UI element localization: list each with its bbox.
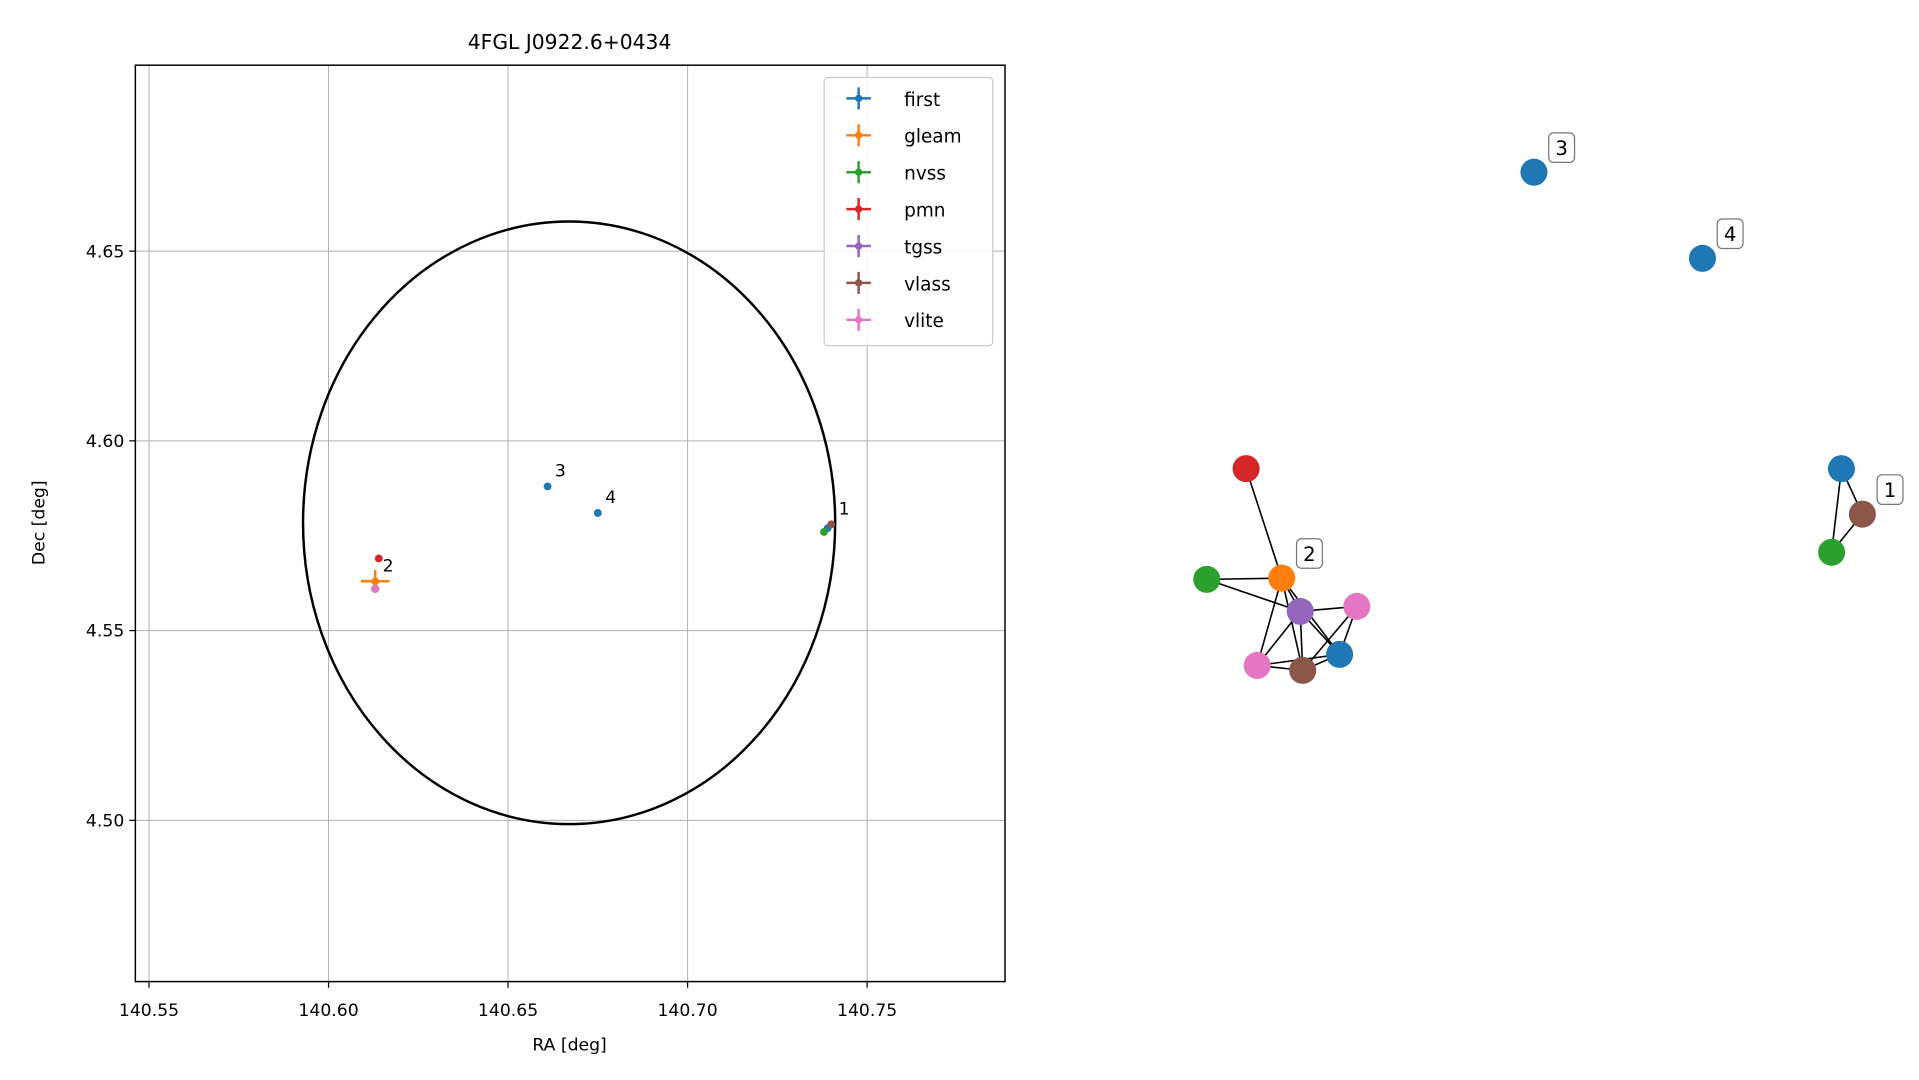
x-tick-label: 140.70 (657, 1001, 717, 1021)
data-point (374, 554, 383, 563)
point-annotation: 2 (383, 556, 394, 576)
node-label-box (1548, 132, 1576, 163)
graph-edge (1830, 468, 1843, 553)
graph-node (1848, 500, 1876, 528)
graph-node (1286, 597, 1314, 625)
legend-label: vlite (904, 311, 944, 332)
node-label-box (1295, 538, 1323, 569)
graph-node (1243, 651, 1271, 679)
node-label: 3 (1555, 137, 1568, 160)
node-label: 2 (1303, 543, 1316, 566)
plot-frame (134, 64, 1006, 983)
graph-node (1818, 538, 1846, 566)
graph-node (1326, 640, 1354, 668)
node-label-box (1716, 218, 1744, 250)
y-axis-label: Dec [deg] (29, 480, 49, 565)
y-tick-label: 4.55 (86, 622, 124, 642)
legend-label: tgss (904, 237, 942, 258)
legend-marker (854, 279, 863, 287)
legend-label: vlass (904, 274, 951, 295)
graph-node (1688, 244, 1716, 272)
data-point (820, 527, 828, 536)
legend-marker (854, 205, 863, 213)
node-label-box (1876, 474, 1904, 505)
node-label: 1 (1884, 479, 1897, 502)
x-tick-label: 140.65 (478, 1001, 538, 1021)
graph-node (1343, 592, 1371, 620)
graph-edge (1256, 577, 1283, 666)
legend-label: pmn (904, 200, 945, 221)
legend-label: first (904, 90, 940, 111)
legend-marker (854, 242, 863, 250)
data-point (371, 577, 380, 586)
x-tick-label: 140.60 (298, 1001, 358, 1021)
legend-marker (854, 94, 863, 103)
graph-edge (1206, 578, 1301, 613)
data-point (371, 584, 380, 593)
point-annotation: 4 (605, 488, 616, 508)
point-annotation: 3 (555, 462, 566, 482)
y-tick-label: 4.65 (86, 242, 124, 262)
data-point (543, 482, 552, 491)
point-annotation: 1 (839, 500, 850, 520)
data-point (827, 520, 836, 529)
y-tick-label: 4.60 (86, 432, 124, 452)
graph-node (1289, 656, 1317, 684)
graph-node (1193, 565, 1221, 593)
legend-box (823, 76, 994, 347)
legend-marker (854, 131, 863, 139)
legend-label: gleam (904, 127, 961, 148)
legend-marker (854, 168, 863, 176)
legend-marker (854, 316, 863, 324)
error-ellipse (301, 220, 837, 826)
graph-node (1232, 455, 1260, 483)
graph-node (1520, 158, 1548, 186)
x-tick-label: 140.75 (837, 1001, 897, 1021)
x-tick-label: 140.55 (119, 1001, 179, 1021)
graph-node (1268, 564, 1296, 592)
legend-label: nvss (904, 164, 946, 185)
chart-title: 4FGL J0922.6+0434 (468, 30, 672, 54)
graph-edge (1280, 577, 1304, 671)
x-axis-label: RA [deg] (532, 1035, 606, 1055)
data-point (593, 509, 602, 517)
graph-node (1827, 455, 1855, 483)
graph-edge (1302, 605, 1358, 671)
graph-edge (1245, 468, 1283, 579)
y-tick-label: 4.50 (86, 811, 124, 831)
node-label: 4 (1724, 223, 1737, 246)
